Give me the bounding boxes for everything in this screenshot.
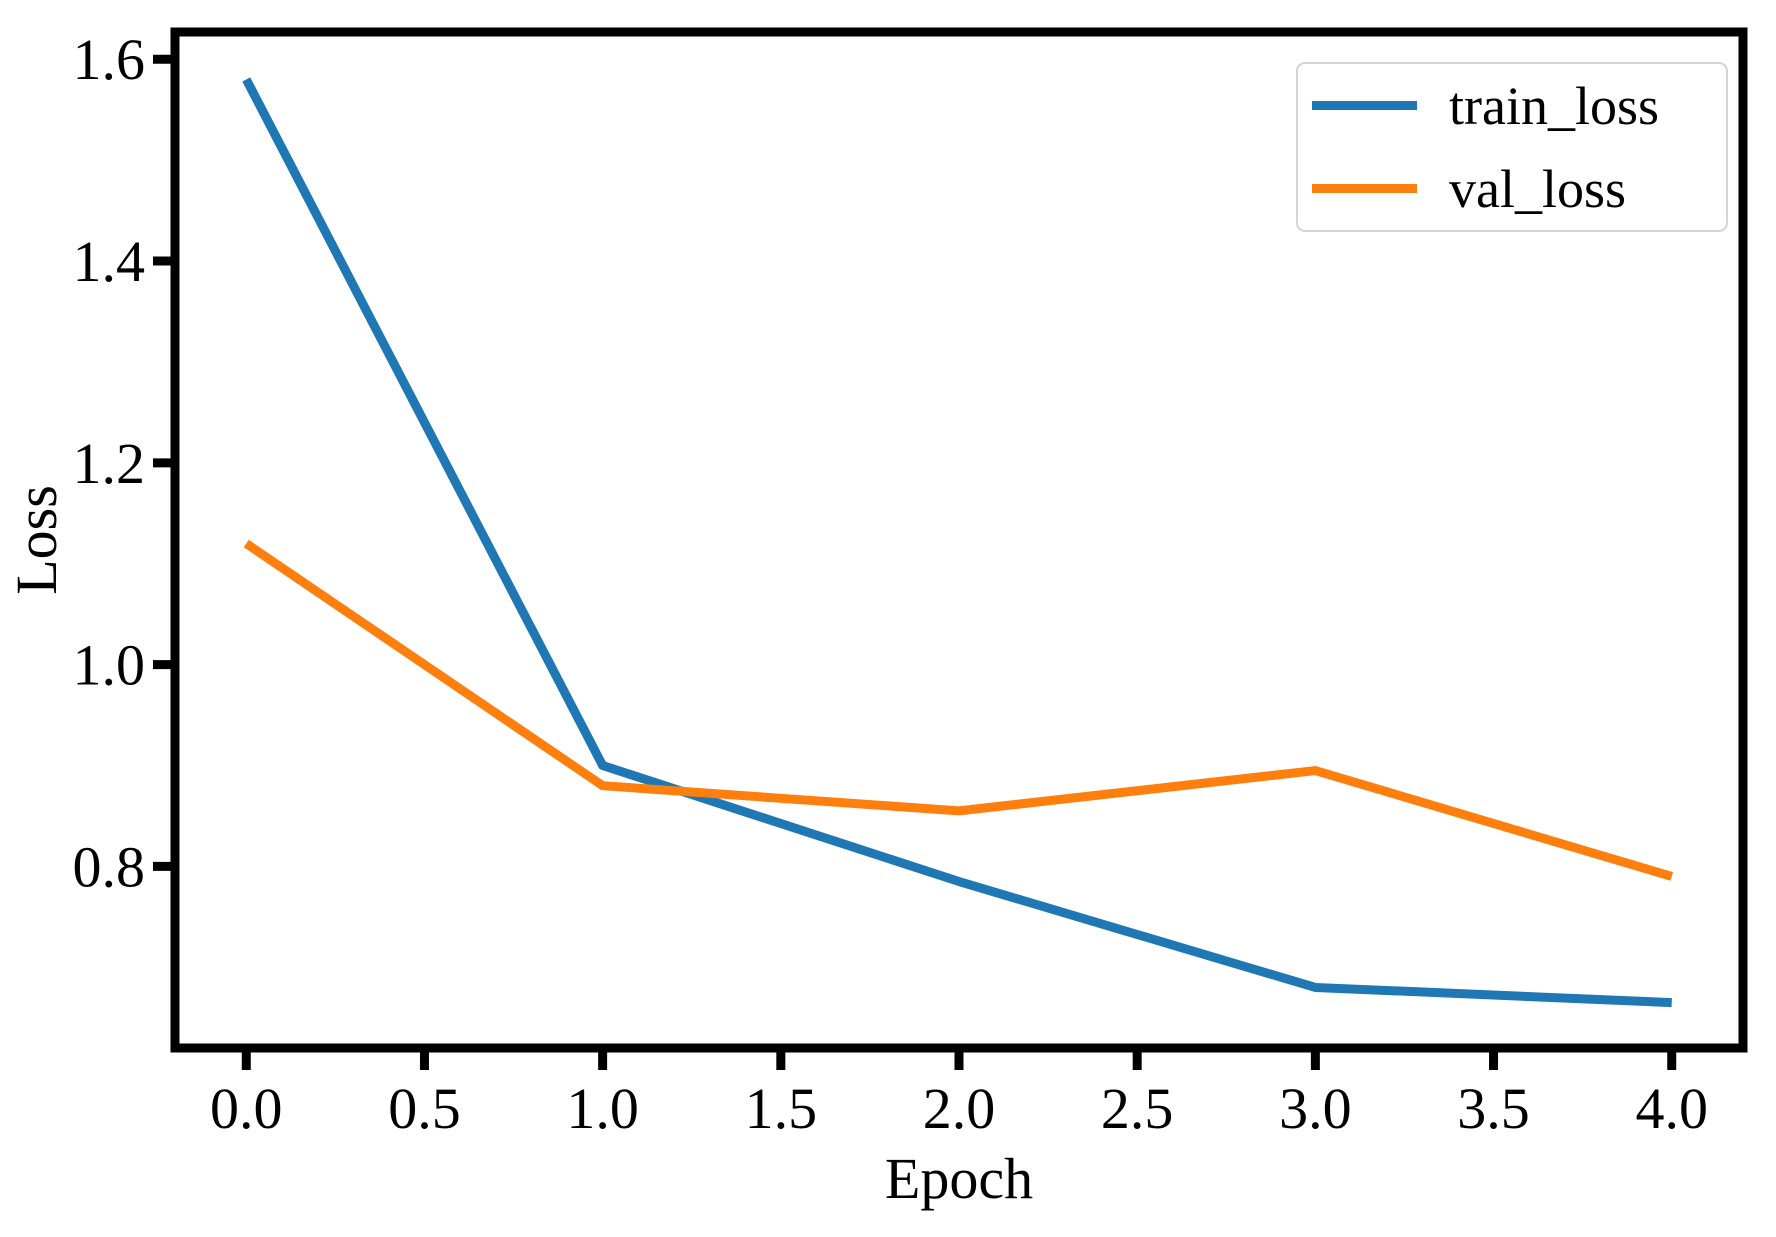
val-loss-line xyxy=(243,539,1674,881)
legend-item-val-loss: val_loss xyxy=(1312,147,1726,230)
y-tick-label-1.0: 1.0 xyxy=(73,633,146,698)
train-loss-line-swatch xyxy=(1312,101,1417,110)
x-tick-label-1.0: 1.0 xyxy=(566,1076,639,1141)
x-tick-label-3.0: 3.0 xyxy=(1279,1076,1352,1141)
legend: train_loss val_loss xyxy=(1296,62,1728,232)
legend-item-train-loss: train_loss xyxy=(1312,64,1726,147)
y-tick-label-1.6: 1.6 xyxy=(73,27,146,92)
y-tick-label-0.8: 0.8 xyxy=(73,834,146,899)
x-tick-label-2.5: 2.5 xyxy=(1101,1076,1174,1141)
x-axis-label: Epoch xyxy=(885,1146,1033,1211)
plot-border xyxy=(170,27,1748,1053)
x-tick-label-4.0: 4.0 xyxy=(1635,1076,1708,1141)
legend-label-val-loss: val_loss xyxy=(1449,158,1627,219)
x-axis-ticks: 0.0 0.5 1.0 1.5 2.0 2.5 3.0 3.5 4.0 xyxy=(210,1048,1708,1141)
y-tick-label-1.2: 1.2 xyxy=(73,431,146,496)
y-axis-label: Loss xyxy=(4,485,69,595)
y-tick-label-1.4: 1.4 xyxy=(73,229,146,294)
x-tick-label-0.0: 0.0 xyxy=(210,1076,283,1141)
val-loss-line-swatch xyxy=(1312,184,1417,193)
x-tick-label-0.5: 0.5 xyxy=(388,1076,461,1141)
x-tick-label-3.5: 3.5 xyxy=(1457,1076,1530,1141)
y-axis-ticks: 1.6 1.4 1.2 1.0 0.8 xyxy=(73,27,175,899)
series-lines xyxy=(242,77,1674,1008)
x-tick-label-1.5: 1.5 xyxy=(745,1076,818,1141)
train-loss-line xyxy=(242,77,1672,1008)
legend-label-train-loss: train_loss xyxy=(1449,75,1659,136)
x-tick-label-2.0: 2.0 xyxy=(923,1076,996,1141)
